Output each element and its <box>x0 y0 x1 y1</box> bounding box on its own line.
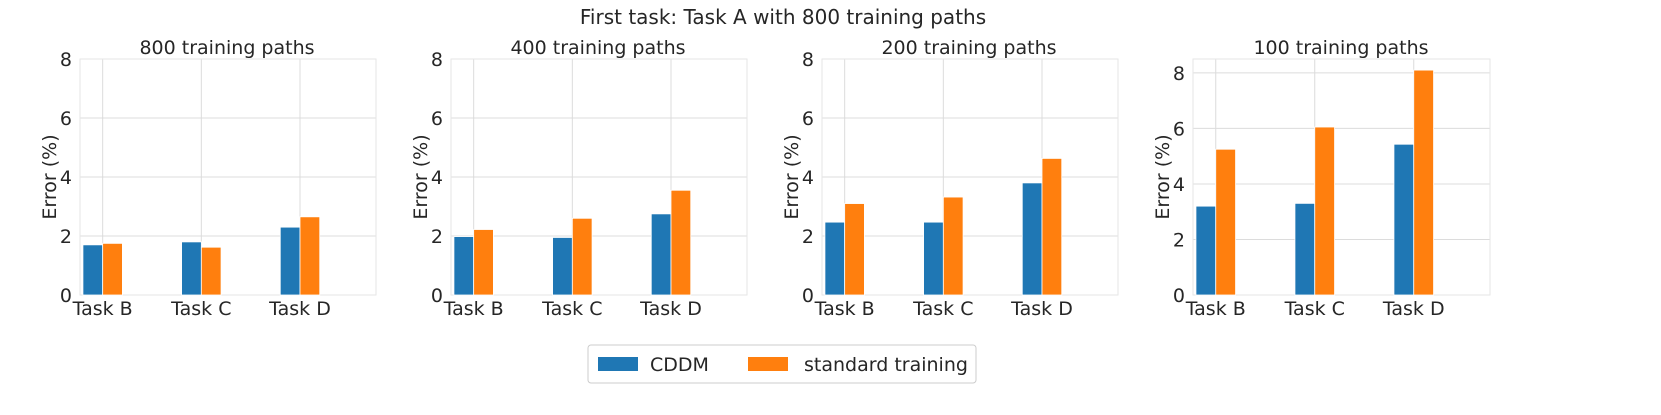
y-tick-label: 8 <box>802 49 814 71</box>
bar-standard-training-task-b <box>473 229 494 296</box>
bar-standard-training-task-d <box>670 189 692 296</box>
y-tick-label: 0 <box>802 285 814 307</box>
bar-cddm-task-c <box>552 237 573 296</box>
x-tick-label-task-b: Task B <box>814 298 875 320</box>
y-axis-label: Error (%) <box>781 134 803 219</box>
bar-cddm-task-b <box>824 221 846 296</box>
legend-swatch-standard-training <box>748 357 788 371</box>
legend-label-cddm: CDDM <box>650 354 709 376</box>
y-tick-label: 2 <box>802 226 814 248</box>
x-tick-label-task-c: Task C <box>541 298 602 320</box>
y-tick-label: 8 <box>431 49 443 71</box>
bar-cddm-task-c <box>181 241 202 296</box>
y-tick-label: 4 <box>431 167 443 189</box>
bar-cddm-task-b <box>453 236 475 296</box>
plot-area <box>79 58 377 296</box>
subplot-title: 200 training paths <box>881 37 1056 59</box>
x-tick-label-task-b: Task B <box>443 298 504 320</box>
chart-panel-3: 0 2 4 6 8 Task B Task C Task D 200 training path… <box>781 37 1119 320</box>
figure-title: First task: Task A with 800 training pat… <box>580 5 986 29</box>
y-tick-label: 2 <box>1173 229 1185 251</box>
y-tick-label: 0 <box>60 285 72 307</box>
plot-area <box>450 58 748 296</box>
y-axis-label: Error (%) <box>39 134 61 219</box>
y-tick-label: 0 <box>431 285 443 307</box>
bar-standard-training-task-b <box>844 203 865 296</box>
chart-panel-1: 0 2 4 6 8 Task B Task C Task D 800 training path… <box>39 37 377 320</box>
bar-standard-training-task-d <box>299 216 321 296</box>
bar-standard-training-task-c <box>200 246 222 296</box>
chart-panel-2: 0 2 4 6 8 Task B Task C Task D 400 training path… <box>410 37 748 320</box>
x-tick-label-task-d: Task D <box>639 298 702 320</box>
bar-standard-training-task-c <box>1314 126 1335 296</box>
bar-standard-training-task-d <box>1413 69 1434 296</box>
y-tick-label: 6 <box>60 108 72 130</box>
bar-standard-training-task-b <box>102 242 123 296</box>
subplot-title: 400 training paths <box>510 37 685 59</box>
plot-area <box>821 58 1119 296</box>
x-tick-label-task-d: Task D <box>1010 298 1073 320</box>
x-tick-label-task-b: Task B <box>1185 298 1246 320</box>
bar-standard-training-task-c <box>571 217 593 296</box>
chart-panels: 0 2 4 6 8 Task B Task C Task D 800 training path… <box>39 37 1491 320</box>
y-tick-label: 6 <box>802 108 814 130</box>
x-tick-label-task-c: Task C <box>1284 298 1345 320</box>
subplot-title: 800 training paths <box>139 37 314 59</box>
y-tick-label: 4 <box>802 167 814 189</box>
y-tick-label: 6 <box>1173 118 1185 140</box>
bar-cddm-task-c <box>923 221 944 296</box>
bar-standard-training-task-d <box>1041 158 1063 296</box>
y-tick-label: 4 <box>1173 174 1185 196</box>
bar-standard-training-task-c <box>942 196 964 296</box>
legend: CDDM standard training <box>587 344 977 384</box>
bar-cddm-task-c <box>1294 202 1316 296</box>
subplot-title: 100 training paths <box>1253 37 1428 59</box>
legend-label-standard-training: standard training <box>804 354 968 376</box>
y-tick-label: 2 <box>431 226 443 248</box>
y-tick-label: 4 <box>60 167 72 189</box>
bar-cddm-task-d <box>1021 182 1043 296</box>
x-tick-label-task-d: Task D <box>1382 298 1445 320</box>
bar-cddm-task-b <box>82 244 104 296</box>
y-axis-label: Error (%) <box>410 134 432 219</box>
x-tick-label-task-c: Task C <box>912 298 973 320</box>
plot-area <box>1192 58 1491 296</box>
chart-panel-4: 0 2 4 6 8 Task B Task C Task D 100 training path… <box>1152 37 1491 320</box>
bar-cddm-task-d <box>1393 143 1415 296</box>
y-axis-label: Error (%) <box>1152 134 1174 219</box>
bar-cddm-task-d <box>279 226 301 296</box>
bar-standard-training-task-b <box>1215 148 1236 296</box>
x-tick-label-task-b: Task B <box>72 298 133 320</box>
y-tick-label: 2 <box>60 226 72 248</box>
y-tick-label: 0 <box>1173 285 1185 307</box>
bar-cddm-task-d <box>650 213 672 296</box>
y-tick-label: 8 <box>1173 63 1185 85</box>
x-tick-label-task-c: Task C <box>170 298 231 320</box>
bar-cddm-task-b <box>1195 205 1217 296</box>
x-tick-label-task-d: Task D <box>268 298 331 320</box>
y-tick-label: 6 <box>431 108 443 130</box>
legend-swatch-cddm <box>598 357 638 371</box>
y-tick-label: 8 <box>60 49 72 71</box>
